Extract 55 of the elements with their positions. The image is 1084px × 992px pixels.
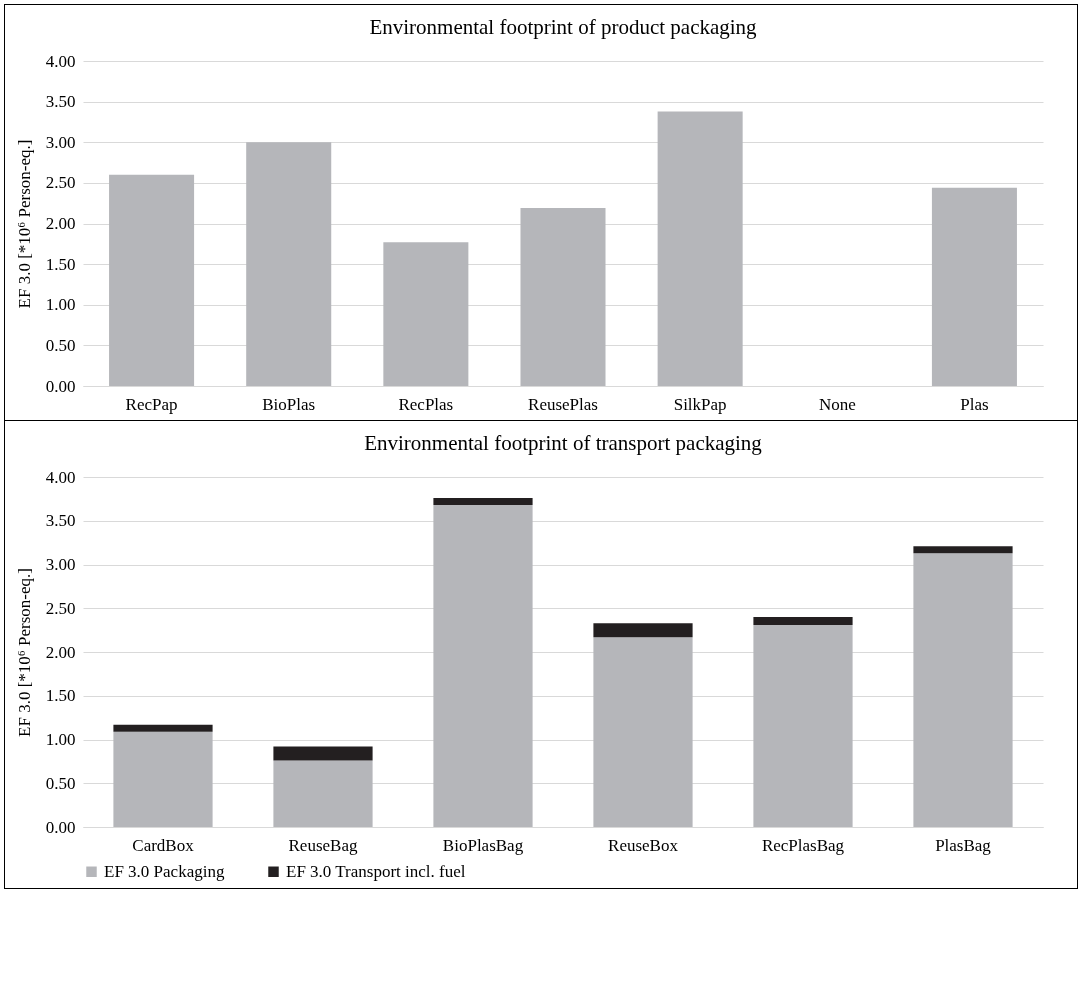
bar [113, 724, 213, 732]
bar [931, 187, 1017, 386]
bar [913, 546, 1013, 554]
bar [753, 624, 853, 827]
bar [246, 142, 332, 386]
y-tick-label: 2.00 [45, 214, 76, 233]
bar [273, 760, 373, 827]
y-tick-label: 2.50 [45, 173, 76, 193]
y-tick-label: 2.00 [45, 642, 76, 662]
y-tick-label: 0.00 [45, 376, 76, 396]
bar [109, 174, 195, 386]
y-axis-title: EF 3.0 [*10⁶ Person-eq.] [14, 139, 34, 309]
x-tick-label: ReuseBox [608, 835, 679, 855]
y-tick-label: 0.00 [45, 817, 76, 837]
bar [433, 505, 533, 827]
y-tick-label: 1.00 [45, 730, 76, 749]
x-tick-label: RecPlas [398, 394, 454, 414]
legend-label: EF 3.0 Packaging [104, 861, 225, 881]
y-tick-label: 1.50 [45, 686, 76, 706]
x-tick-label: RecPlasBag [761, 835, 845, 855]
y-tick-label: 2.50 [45, 598, 76, 618]
y-tick-label: 1.50 [45, 254, 76, 274]
y-tick-label: 3.00 [45, 555, 76, 574]
legend-label: EF 3.0 Transport incl. fuel [286, 861, 466, 881]
bar [753, 617, 853, 625]
y-tick-label: 0.50 [45, 773, 76, 793]
bar [433, 498, 533, 505]
y-tick-label: 1.00 [45, 295, 76, 315]
x-tick-label: RecPap [125, 394, 178, 414]
x-tick-label: None [818, 394, 856, 414]
bar [383, 242, 469, 386]
x-tick-label: BioPlas [262, 394, 316, 414]
x-tick-label: PlasBag [935, 835, 992, 855]
bar [593, 637, 693, 827]
bar [113, 731, 213, 827]
y-tick-label: 3.50 [45, 92, 76, 112]
chart-title: Environmental footprint of transport packaging [364, 431, 763, 455]
y-axis-title: EF 3.0 [*10⁶ Person-eq.] [14, 568, 34, 737]
y-tick-label: 4.00 [45, 51, 76, 71]
chart-title: Environmental footprint of product packaging [369, 15, 758, 39]
y-tick-label: 4.00 [45, 467, 76, 487]
x-tick-label: CardBox [132, 835, 195, 855]
y-tick-label: 0.50 [45, 335, 76, 355]
y-tick-label: 3.00 [45, 132, 76, 152]
x-tick-label: SilkPap [673, 394, 727, 414]
x-tick-label: BioPlasBag [442, 835, 524, 855]
x-tick-label: Plas [960, 394, 989, 414]
x-tick-label: ReuseBag [288, 835, 358, 855]
bar [913, 553, 1013, 827]
bar [273, 746, 373, 761]
y-tick-label: 3.50 [45, 511, 76, 531]
bar [520, 208, 606, 386]
x-tick-label: ReusePlas [528, 394, 598, 414]
bar [657, 111, 743, 386]
bar [593, 623, 693, 638]
